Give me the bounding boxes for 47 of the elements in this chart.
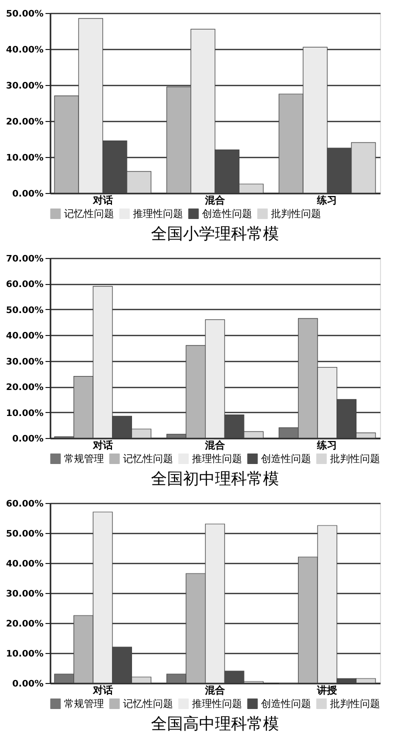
legend-label: 创造性问题 xyxy=(261,452,311,465)
y-tick-label: 40.00% xyxy=(6,560,44,570)
y-tick-label: 50.00% xyxy=(6,530,44,540)
x-tick-label: 混合 xyxy=(204,684,226,696)
y-tick-label: 40.00% xyxy=(6,332,44,342)
y-tick-label: 10.00% xyxy=(6,650,44,660)
x-tick-label: 对话 xyxy=(92,440,113,452)
legend-label: 常规管理 xyxy=(64,698,104,710)
y-tick-label: 10.00% xyxy=(6,408,44,419)
y-tick-label: 60.00% xyxy=(6,500,44,510)
y-tick-label: 50.00% xyxy=(6,10,44,20)
text: 全国初中理科常模 xyxy=(151,469,279,488)
text: 全国小学理科常模 xyxy=(151,224,279,243)
x-tick-label: 讲授 xyxy=(316,684,338,696)
text: 全国高中理科常模 xyxy=(151,714,279,733)
legend-label: 推理性问题 xyxy=(192,452,242,465)
y-tick-label: 0.00% xyxy=(12,680,44,690)
y-tick-label: 20.00% xyxy=(6,620,44,630)
y-tick-label: 30.00% xyxy=(6,82,44,92)
x-tick-label: 练习 xyxy=(316,440,338,452)
y-tick-label: 30.00% xyxy=(6,590,44,600)
legend-label: 推理性问题 xyxy=(192,698,242,710)
y-tick-label: 50.00% xyxy=(6,306,44,316)
legend-label: 创造性问题 xyxy=(261,698,311,710)
y-tick-label: 40.00% xyxy=(6,46,44,56)
legend-label: 批判性问题 xyxy=(330,452,380,465)
legend-label: 记忆性问题 xyxy=(123,452,173,465)
legend-label: 记忆性问题 xyxy=(64,208,114,220)
legend-label: 常规管理 xyxy=(64,452,104,465)
legend-label: 记忆性问题 xyxy=(123,698,173,710)
y-tick-label: 70.00% xyxy=(6,254,44,264)
x-tick-label: 混合 xyxy=(204,194,226,206)
x-tick-label: 对话 xyxy=(92,194,113,206)
y-tick-label: 10.00% xyxy=(6,154,44,164)
y-tick-label: 0.00% xyxy=(12,434,44,444)
legend-label: 推理性问题 xyxy=(133,208,183,220)
y-tick-label: 60.00% xyxy=(6,280,44,290)
y-tick-label: 20.00% xyxy=(6,383,44,394)
y-tick-label: 20.00% xyxy=(6,118,44,128)
x-tick-label: 混合 xyxy=(204,440,226,452)
x-tick-label: 练习 xyxy=(316,194,338,206)
x-tick-label: 对话 xyxy=(92,684,113,696)
legend-label: 批判性问题 xyxy=(271,208,321,220)
y-tick-label: 0.00% xyxy=(12,190,44,200)
y-tick-label: 30.00% xyxy=(6,357,44,368)
legend-label: 创造性问题 xyxy=(202,208,252,220)
legend-label: 批判性问题 xyxy=(330,698,380,710)
